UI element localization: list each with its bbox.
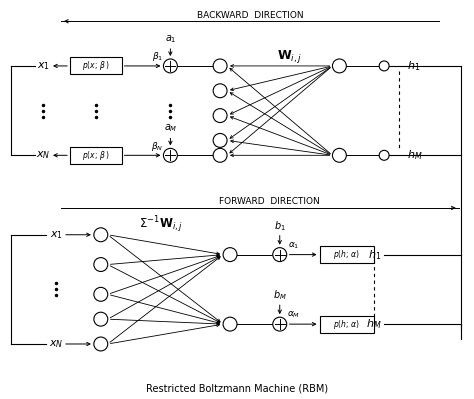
- Circle shape: [213, 133, 227, 147]
- Circle shape: [273, 248, 287, 262]
- Text: Restricted Boltzmann Machine (RBM): Restricted Boltzmann Machine (RBM): [146, 384, 328, 394]
- Text: BACKWARD  DIRECTION: BACKWARD DIRECTION: [197, 11, 303, 20]
- Circle shape: [94, 228, 108, 242]
- Text: $p(x;\,\beta\,)$: $p(x;\,\beta\,)$: [82, 149, 110, 162]
- Bar: [70, 57, 122, 74]
- Text: $b_M$: $b_M$: [273, 288, 287, 302]
- Circle shape: [379, 150, 389, 160]
- Circle shape: [379, 61, 389, 71]
- Circle shape: [213, 84, 227, 98]
- Circle shape: [332, 148, 346, 162]
- Text: $\alpha_M$: $\alpha_M$: [287, 310, 301, 320]
- Text: $\Sigma^{-1}\mathbf{W}_{i,j}$: $\Sigma^{-1}\mathbf{W}_{i,j}$: [138, 215, 182, 235]
- Text: $h_1$: $h_1$: [367, 248, 381, 261]
- Text: $p(h;\,\alpha)$: $p(h;\,\alpha)$: [333, 318, 361, 331]
- Text: $p(h;\,\alpha)$: $p(h;\,\alpha)$: [333, 248, 361, 261]
- Text: $\beta_N$: $\beta_N$: [151, 140, 164, 153]
- Bar: [70, 147, 122, 164]
- Circle shape: [332, 59, 346, 73]
- Circle shape: [273, 317, 287, 331]
- Circle shape: [94, 258, 108, 271]
- Text: $x_N$: $x_N$: [49, 338, 64, 350]
- Bar: [319, 246, 374, 263]
- Circle shape: [94, 337, 108, 351]
- Text: $x_N$: $x_N$: [36, 149, 50, 161]
- Circle shape: [164, 59, 177, 73]
- Circle shape: [94, 287, 108, 301]
- Circle shape: [94, 312, 108, 326]
- Text: $a_1$: $a_1$: [164, 33, 176, 45]
- Circle shape: [213, 148, 227, 162]
- Circle shape: [213, 59, 227, 73]
- Bar: [319, 316, 374, 333]
- Circle shape: [164, 148, 177, 162]
- Text: $x_1$: $x_1$: [36, 60, 50, 72]
- Text: $b_1$: $b_1$: [274, 219, 286, 233]
- Text: $h_M$: $h_M$: [366, 317, 382, 331]
- Text: $\mathbf{W}_{i,j}$: $\mathbf{W}_{i,j}$: [277, 47, 302, 65]
- Text: $x_1$: $x_1$: [49, 229, 63, 241]
- Text: $h_M$: $h_M$: [407, 148, 422, 162]
- Text: $p(x;\,\beta\,)$: $p(x;\,\beta\,)$: [82, 59, 110, 73]
- Circle shape: [223, 317, 237, 331]
- Circle shape: [223, 248, 237, 262]
- Text: FORWARD  DIRECTION: FORWARD DIRECTION: [219, 198, 320, 207]
- Circle shape: [213, 109, 227, 122]
- Text: $\alpha_1$: $\alpha_1$: [288, 241, 300, 251]
- Text: $a_M$: $a_M$: [164, 122, 177, 134]
- Text: $h_1$: $h_1$: [407, 59, 420, 73]
- Text: $\beta_1$: $\beta_1$: [152, 51, 163, 63]
